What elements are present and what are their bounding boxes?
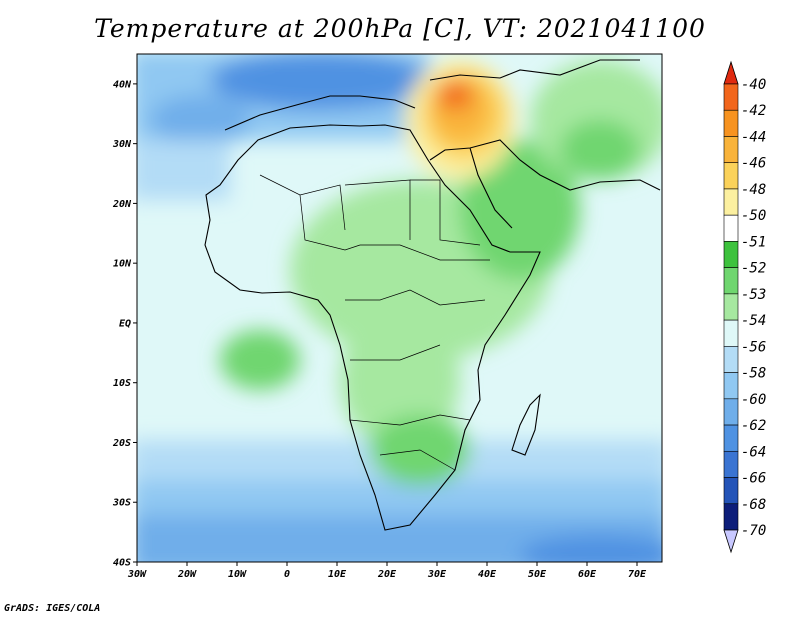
lat-tick-label: 10S bbox=[113, 378, 131, 389]
colorbar-label: -48 bbox=[741, 182, 766, 198]
colorbar-label: -53 bbox=[741, 287, 766, 303]
latitude-axis: 40N 30N 20N 10N EQ 10S 20S 30S 40S bbox=[112, 79, 137, 569]
lat-tick-label: 20S bbox=[112, 438, 131, 449]
grads-credit: GrADS: IGES/COLA bbox=[4, 603, 101, 614]
colorbar-top-arrow bbox=[723, 60, 739, 85]
colorbar-swatch bbox=[723, 109, 739, 137]
colorbar-label: -44 bbox=[741, 129, 766, 145]
lon-tick-label: 30W bbox=[127, 569, 147, 580]
colorbar-swatch bbox=[723, 293, 739, 321]
colorbar-label: -64 bbox=[741, 444, 766, 460]
colorbar-swatch bbox=[723, 267, 739, 295]
colorbar-swatch bbox=[723, 398, 739, 426]
colorbar-label: -68 bbox=[741, 497, 766, 513]
colorbar-swatch bbox=[723, 188, 739, 216]
lat-tick-label: 40S bbox=[113, 558, 131, 569]
lat-tick-label: 30S bbox=[112, 498, 131, 509]
lon-tick-label: 30E bbox=[427, 569, 447, 580]
colorbar-swatch bbox=[723, 83, 739, 111]
colorbar-swatch bbox=[723, 503, 739, 531]
colorbar-swatch bbox=[723, 477, 739, 505]
colorbar-label: -50 bbox=[741, 208, 766, 224]
colorbar-label: -42 bbox=[741, 103, 766, 119]
lon-tick-label: 60E bbox=[578, 569, 597, 580]
lat-tick-label: 10N bbox=[113, 259, 132, 270]
lat-tick-label: EQ bbox=[119, 318, 131, 329]
map-title: Temperature at 200hPa [C], VT: 202104110… bbox=[94, 14, 706, 43]
lon-tick-label: 20E bbox=[377, 569, 397, 580]
colorbar-label: -70 bbox=[741, 523, 766, 539]
colorbar: -40 -42 -44 -46 -48 -50 -51 -52 -53 -54 -56 -58 -60 -… bbox=[723, 60, 766, 554]
lon-tick-label: 50E bbox=[528, 569, 547, 580]
colorbar-label: -58 bbox=[741, 366, 766, 382]
colorbar-swatch bbox=[723, 372, 739, 400]
colorbar-label: -52 bbox=[741, 261, 766, 277]
lat-tick-label: 20N bbox=[112, 199, 132, 210]
lon-tick-label: 20W bbox=[177, 569, 197, 580]
coastlines bbox=[204, 59, 661, 531]
colorbar-label: -62 bbox=[741, 418, 766, 434]
lon-tick-label: 10E bbox=[328, 569, 347, 580]
colorbar-label: -60 bbox=[741, 392, 766, 408]
colorbar-swatch bbox=[723, 241, 739, 268]
country-borders bbox=[259, 174, 490, 471]
colorbar-swatch bbox=[723, 424, 739, 452]
colorbar-swatch bbox=[723, 450, 739, 478]
colorbar-swatch bbox=[723, 136, 739, 164]
longitude-axis: 30W 20W 10W 0 10E 20E 30E 40E 50E 60E 70E bbox=[127, 562, 647, 580]
colorbar-swatch bbox=[723, 214, 739, 242]
colorbar-label: -54 bbox=[741, 313, 766, 329]
lon-tick-label: 0 bbox=[284, 569, 290, 580]
lat-tick-label: 40N bbox=[113, 79, 132, 90]
colorbar-swatch bbox=[723, 346, 739, 373]
lon-tick-label: 70E bbox=[628, 569, 647, 580]
colorbar-swatch bbox=[723, 319, 739, 347]
colorbar-bottom-arrow bbox=[723, 529, 739, 554]
colorbar-label: -56 bbox=[741, 339, 766, 355]
lon-tick-label: 10W bbox=[228, 569, 247, 580]
colorbar-label: -51 bbox=[741, 234, 766, 250]
colorbar-label: -40 bbox=[741, 77, 766, 93]
colorbar-label: -66 bbox=[741, 471, 766, 487]
colorbar-label: -46 bbox=[741, 156, 766, 172]
lon-tick-label: 40E bbox=[478, 569, 497, 580]
temperature-field bbox=[136, 53, 663, 563]
colorbar-swatch bbox=[723, 162, 739, 190]
lat-tick-label: 30N bbox=[112, 139, 132, 150]
